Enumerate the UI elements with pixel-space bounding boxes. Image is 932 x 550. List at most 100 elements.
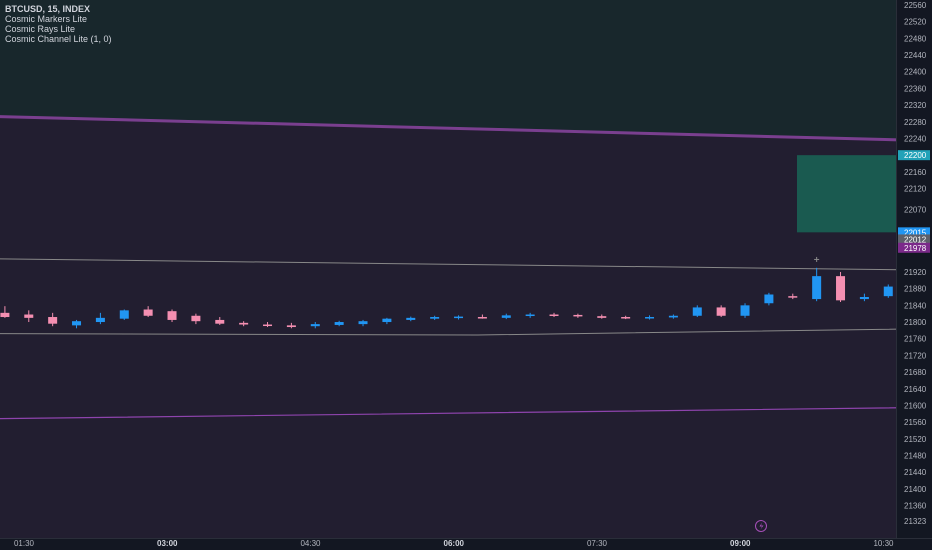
price-tick-label: 22320 [904,101,927,110]
candle [334,320,344,327]
price-tick-label: 22480 [904,34,927,43]
mid-upper-line [0,258,932,271]
candle [454,315,464,320]
price-tick-label: 22560 [904,1,927,10]
price-tick-label: 22440 [904,51,927,60]
candle-body [263,324,273,327]
candle [406,316,416,322]
lower-channel-line [0,406,932,420]
price-tick-label: 21680 [904,368,927,377]
price-tick-label: 21840 [904,301,927,310]
candle [812,267,822,302]
candle [24,310,34,323]
candle [692,305,702,318]
price-tick-label: 21920 [904,268,927,277]
candle [597,314,607,319]
lightning-bolt [759,522,764,530]
candle [48,312,58,327]
price-tag: 22200 [898,150,930,161]
candle-body [621,317,631,319]
price-tag-label: 21978 [904,244,927,253]
candle [549,312,559,318]
price-tag-bg [898,242,930,253]
price-tick-label: 21760 [904,335,927,344]
price-tick-label: 21323 [904,517,927,526]
candle [0,306,10,318]
price-tick-label: 21600 [904,401,927,410]
candle [263,322,273,328]
price-tick-label: 21520 [904,435,927,444]
candle-body [119,310,129,319]
price-tick-label: 21440 [904,468,927,477]
candle [358,319,368,327]
candle-body [716,307,726,316]
candle [859,293,869,302]
mid-lower-line [0,328,932,336]
price-tag: 22012 [898,234,930,245]
price-tick-label: 22400 [904,68,927,77]
candle [740,303,750,318]
candle-body [645,317,655,319]
candle-body [382,318,392,323]
candle-body [358,321,368,325]
price-tag-label: 22200 [904,151,927,160]
candle [573,313,583,318]
candle [883,284,893,298]
candle-body [788,296,798,298]
candle-body [740,305,750,316]
candle [143,306,153,318]
price-tick-label: 21560 [904,418,927,427]
price-tick-label: 21720 [904,351,927,360]
candle [119,309,129,320]
candle [382,317,392,325]
candle [477,314,487,319]
candle-body [597,316,607,318]
candle [72,319,82,329]
lower-zone [0,407,932,538]
legend-indicator-markers[interactable]: Cosmic Markers Lite [5,14,88,24]
candle [95,312,105,325]
lightning-ring [755,520,767,532]
candle-body [836,276,846,301]
price-tick-label: 21800 [904,318,927,327]
candle [430,315,440,320]
upper-channel-line [0,115,932,143]
price-tag-bg [898,234,930,245]
candle-body [0,312,10,318]
candle-body [477,317,487,319]
candle-body [812,276,822,300]
price-tick-label: 22120 [904,185,927,194]
candle-body [167,311,177,320]
legend-symbol[interactable]: BTCUSD, 15, INDEX [5,4,91,14]
price-tick-label: 22070 [904,205,927,214]
candle-body [334,322,344,325]
candle-body [286,325,296,328]
upper-zone [0,0,932,141]
price-tag-label: 22012 [904,235,927,244]
price-tag-bg [898,150,930,161]
candle [167,309,177,323]
lightning-icon[interactable] [755,520,767,532]
cross-marker [814,256,820,262]
candle-body [191,315,201,322]
price-tick-label: 21360 [904,502,927,511]
channel-fill [0,116,932,419]
candle-body [549,314,559,317]
candle-body [48,317,58,324]
price-tick-label: 22160 [904,168,927,177]
legend-indicator-rays[interactable]: Cosmic Rays Lite [5,24,76,34]
target-zone [797,155,896,233]
time-tick-label: 09:00 [730,539,751,548]
legend-indicator-channel[interactable]: Cosmic Channel Lite (1, 0) [5,34,112,44]
candle [239,321,249,327]
candle [525,312,535,318]
price-tick-label: 21640 [904,385,927,394]
candle [668,314,678,319]
time-tick-label: 07:30 [587,539,608,548]
candle-body [454,316,464,319]
time-tick-label: 04:30 [300,539,321,548]
candle-body [764,294,774,304]
candle [764,292,774,306]
